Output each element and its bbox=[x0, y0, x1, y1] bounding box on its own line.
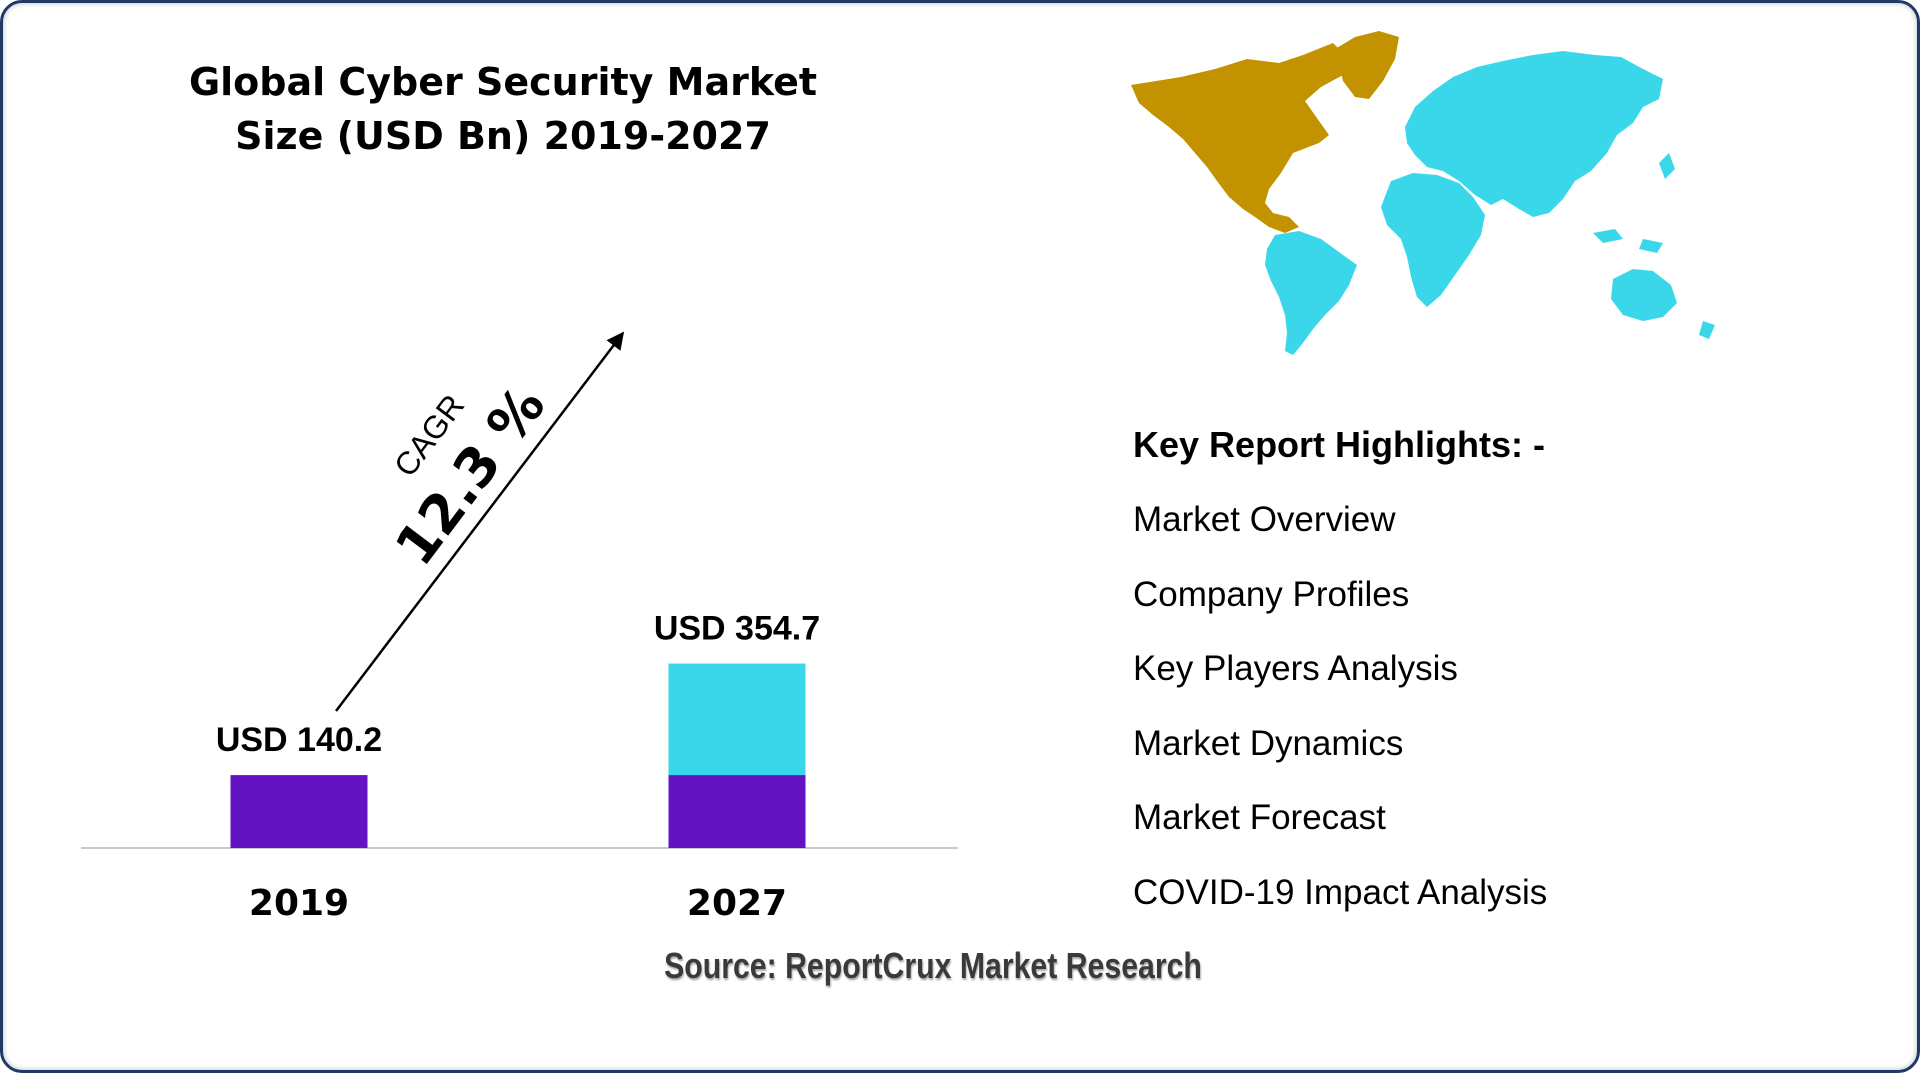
world-map-icon bbox=[1131, 31, 1715, 355]
bar-2027-base bbox=[668, 775, 806, 848]
chart-title: Global Cyber Security Market Size (USD B… bbox=[123, 55, 883, 163]
bar-2019 bbox=[230, 775, 368, 848]
australia-shape bbox=[1611, 269, 1677, 321]
cagr-arrow bbox=[335, 331, 625, 712]
list-item: Market Forecast bbox=[1133, 798, 1386, 837]
data-label-2019: USD 140.2 bbox=[216, 721, 382, 759]
north-america-shape bbox=[1131, 43, 1349, 233]
eurasia-shape bbox=[1405, 51, 1663, 217]
south-america-shape bbox=[1265, 231, 1357, 355]
chart-title-line-2: Size (USD Bn) 2019-2027 bbox=[235, 114, 771, 158]
island-shapes bbox=[1593, 153, 1715, 339]
x-tick-label-2019: 2019 bbox=[249, 883, 349, 924]
bar-2027-growth bbox=[668, 663, 806, 776]
greenland-shape bbox=[1335, 31, 1399, 99]
data-label-2027: USD 354.7 bbox=[654, 610, 820, 648]
list-item: Market Overview bbox=[1133, 500, 1396, 539]
list-item: COVID-19 Impact Analysis bbox=[1133, 872, 1548, 912]
x-tick-label-2027: 2027 bbox=[687, 883, 787, 924]
africa-shape bbox=[1381, 173, 1485, 307]
key-report-highlights: Key Report Highlights: - Market Overview… bbox=[1133, 413, 1833, 930]
highlights-list: Market Overview Company Profiles Key Pla… bbox=[1133, 483, 1833, 930]
list-item: Key Players Analysis bbox=[1133, 649, 1458, 688]
highlights-heading: Key Report Highlights: - bbox=[1133, 424, 1545, 465]
chart-title-line-1: Global Cyber Security Market bbox=[188, 60, 818, 104]
bar-chart: USD 140.2 USD 354.7 2019 2027 CAGR 12.3 … bbox=[81, 331, 958, 924]
list-item: Market Dynamics bbox=[1133, 723, 1404, 763]
list-item: Company Profiles bbox=[1133, 574, 1410, 614]
source-note: Source: ReportCrux Market Research bbox=[664, 945, 1202, 986]
